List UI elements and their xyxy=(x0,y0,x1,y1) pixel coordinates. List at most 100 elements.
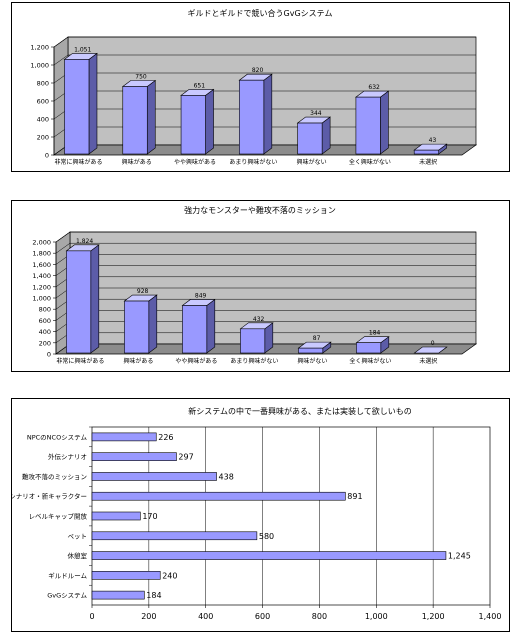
data-label: 170 xyxy=(142,512,157,521)
x-tick-label: 0 xyxy=(89,612,94,621)
y-tick-label: 200 xyxy=(37,134,49,142)
category-label: 興味がある xyxy=(123,357,153,365)
category-label: 休憩室 xyxy=(68,551,88,560)
data-label: 580 xyxy=(259,532,274,541)
x-tick-label: 200 xyxy=(141,612,156,621)
bar xyxy=(413,149,439,155)
monster-chart: 強力なモンスターや難攻不落のミッション 0 200 400 600 800 1,000 1,2… xyxy=(32,205,478,365)
bar-side xyxy=(321,116,331,155)
bar-side xyxy=(380,90,389,155)
category-label: 全く興味がない xyxy=(349,158,391,166)
y-tick-label: 600 xyxy=(39,317,51,325)
y-tick-label: 2,000 xyxy=(32,239,51,247)
gridline xyxy=(55,231,476,243)
bar xyxy=(64,59,90,155)
data-label: 87 xyxy=(313,335,321,342)
bar xyxy=(91,432,157,442)
category-label: 難攻不落のミッション xyxy=(22,472,87,481)
data-label: 849 xyxy=(195,292,207,299)
chart-title: 強力なモンスターや難攻不落のミッション xyxy=(184,205,336,215)
data-label: 1,051 xyxy=(74,46,91,53)
y-tick-label: 400 xyxy=(37,116,49,124)
bar-side xyxy=(205,88,214,155)
y-tick-label: 1,200 xyxy=(30,44,49,52)
y-tick-label: 800 xyxy=(39,306,51,314)
category-label: やや興味がある xyxy=(175,357,217,365)
data-label: 226 xyxy=(158,433,173,442)
bar xyxy=(91,571,161,580)
data-label: 750 xyxy=(135,74,147,81)
y-tick-label: 1,800 xyxy=(32,250,51,258)
gridline xyxy=(53,54,476,66)
bar xyxy=(91,531,258,541)
data-label: 0 xyxy=(431,340,435,347)
bar-side xyxy=(263,73,273,155)
category-label: 興味がない xyxy=(297,158,327,166)
bar-side xyxy=(90,244,100,354)
y-tick-label: 200 xyxy=(39,339,51,347)
y-tick-label: 400 xyxy=(39,328,51,336)
new-system-chart: 新システムの中で一番興味がある、または実装して欲しいもの 0 200 400 600 80… xyxy=(12,406,502,621)
bar xyxy=(297,122,323,155)
bar-top xyxy=(413,346,448,354)
category-label: 未選択 xyxy=(419,158,437,166)
category-label: 新シナリオ・新キャラクター xyxy=(12,492,87,501)
bar xyxy=(356,342,382,354)
data-label: 184 xyxy=(369,330,381,337)
data-label: 820 xyxy=(252,67,264,74)
data-label: 438 xyxy=(219,472,234,481)
y-tick-label: 800 xyxy=(37,80,49,88)
bar xyxy=(91,491,346,501)
category-label: 外伝シナリオ xyxy=(48,452,87,461)
chart-panel-monster: 強力なモンスターや難攻不落のミッション 0 200 400 600 800 1,000 1,2… xyxy=(11,200,510,372)
x-tick-label: 400 xyxy=(198,612,213,621)
chart-title: 新システムの中で一番興味がある、または実装して欲しいもの xyxy=(188,406,412,416)
bar xyxy=(91,590,145,600)
data-label: 43 xyxy=(429,137,437,144)
x-tick-label: 1,000 xyxy=(365,612,388,621)
y-tick-label: 600 xyxy=(37,98,49,106)
bar xyxy=(91,511,141,521)
bar xyxy=(355,96,381,155)
category-label: GvGシステム xyxy=(47,592,87,600)
bar xyxy=(240,328,266,354)
bar xyxy=(91,472,217,481)
chart-panel-new-system: 新システムの中で一番興味がある、または実装して欲しいもの 0 200 400 600 80… xyxy=(11,398,510,632)
bar xyxy=(239,79,265,155)
category-label: ギルドルーム xyxy=(48,572,87,580)
bar-side xyxy=(146,79,156,155)
category-label: NPCのNCOシステム xyxy=(27,433,88,441)
data-label: 240 xyxy=(162,571,177,580)
category-label: 興味がない xyxy=(297,357,327,365)
chart-panel-gvg: ギルドとギルドで競い合うGvGシステム 0 200 400 600 800 1,000 1,2… xyxy=(11,2,510,172)
data-label: 344 xyxy=(310,110,322,117)
bar xyxy=(66,250,92,354)
data-label: 651 xyxy=(194,82,206,89)
x-tick-label: 600 xyxy=(255,612,270,621)
bar-side xyxy=(88,52,98,155)
bar xyxy=(91,452,177,461)
y-tick-label: 1,400 xyxy=(32,272,51,280)
data-label: 632 xyxy=(368,84,380,91)
data-label: 1,245 xyxy=(448,552,471,561)
gridline xyxy=(55,242,476,254)
gvg-chart: ギルドとギルドで競い合うGvGシステム 0 200 400 600 800 1,000 1,2… xyxy=(30,8,478,166)
bar xyxy=(91,551,447,560)
x-tick-label: 1,400 xyxy=(479,612,502,621)
gridline xyxy=(53,36,476,48)
y-tick-label: 1,000 xyxy=(32,295,51,303)
category-label: やや興味がある xyxy=(174,158,216,166)
x-tick-label: 800 xyxy=(312,612,327,621)
bar xyxy=(182,305,208,354)
data-label: 432 xyxy=(253,316,265,323)
bar-side xyxy=(206,298,216,354)
category-label: ペット xyxy=(68,532,88,540)
bar xyxy=(298,347,324,354)
bar xyxy=(122,86,148,155)
category-label: あまり興味がない xyxy=(230,357,278,365)
bar xyxy=(124,300,150,354)
y-tick-label: 1,200 xyxy=(32,283,51,291)
category-label: 非常に興味がある xyxy=(56,357,104,365)
category-label: あまり興味がない xyxy=(229,158,277,166)
chart-title: ギルドとギルドで競い合うGvGシステム xyxy=(188,8,333,18)
